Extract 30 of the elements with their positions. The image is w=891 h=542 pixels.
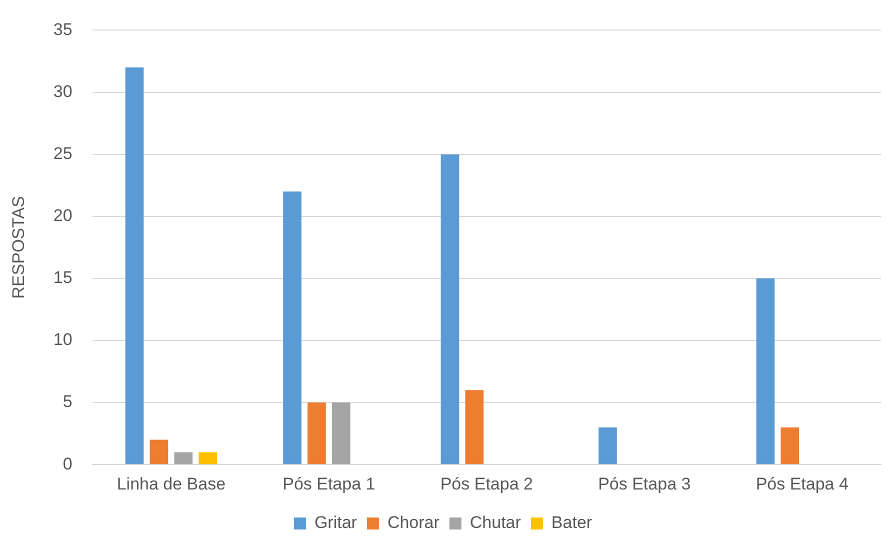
bar <box>756 278 775 464</box>
y-tick-label: 25 <box>53 144 72 163</box>
bar <box>465 390 484 464</box>
legend-label: Chutar <box>470 513 522 532</box>
x-tick-label: Linha de Base <box>116 474 226 494</box>
bar <box>125 67 144 464</box>
y-axis-title: RESPOSTAS <box>8 196 28 299</box>
bar <box>174 452 193 464</box>
bar <box>332 402 350 464</box>
y-tick-label: 0 <box>62 454 72 474</box>
bar <box>150 440 168 464</box>
bar <box>283 192 302 464</box>
x-tick-label: Pós Etapa 4 <box>756 474 848 494</box>
bar <box>780 427 800 464</box>
x-tick-label: Pós Etapa 2 <box>440 474 533 494</box>
legend-label: Chorar <box>387 513 440 532</box>
bar <box>308 402 326 464</box>
bar <box>440 154 460 464</box>
y-tick-label: 10 <box>53 330 72 350</box>
legend-label: Gritar <box>314 513 358 532</box>
legend-label: Bater <box>551 513 592 532</box>
y-tick-label: 20 <box>53 206 72 226</box>
x-tick-label: Pós Etapa 1 <box>282 474 376 494</box>
y-tick-label: 30 <box>53 82 72 101</box>
bar <box>198 452 218 464</box>
bar <box>598 427 617 464</box>
y-tick-label: 35 <box>53 20 72 39</box>
y-tick-label: 5 <box>62 392 72 412</box>
x-tick-label: Pós Etapa 3 <box>598 474 691 494</box>
y-tick-label: 15 <box>53 268 72 288</box>
